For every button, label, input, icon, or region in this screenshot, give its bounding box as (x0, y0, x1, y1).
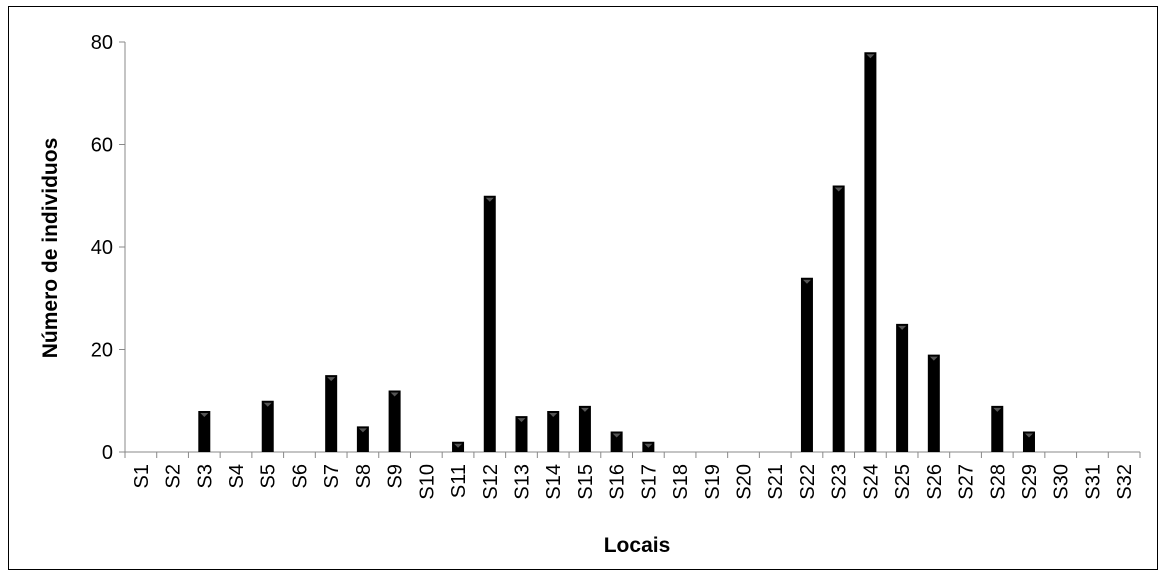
bar-marker (802, 279, 811, 284)
bar-s14 (547, 411, 560, 452)
y-tick-label: 40 (91, 237, 113, 259)
bar-marker (200, 413, 209, 417)
bar-marker (390, 392, 399, 397)
y-tick-label: 80 (91, 32, 113, 54)
x-tick-label: S3 (194, 464, 216, 488)
bar-marker (644, 443, 653, 448)
bar-s24 (864, 52, 877, 452)
x-tick-label: S2 (163, 464, 185, 488)
x-tick-label: S31 (1082, 464, 1104, 500)
y-tick-label: 60 (91, 135, 113, 157)
y-axis-label: Número de individuos (39, 138, 62, 359)
bar-s23 (832, 185, 845, 452)
x-tick-label: S17 (638, 464, 660, 500)
x-tick-label: S11 (448, 464, 470, 498)
x-tick-label: S24 (860, 464, 882, 500)
x-tick-label: S1 (131, 464, 153, 488)
bar-s5 (261, 400, 274, 452)
x-tick-label: S14 (543, 464, 565, 500)
bar-s28 (991, 405, 1004, 452)
x-tick-label: S10 (416, 464, 438, 500)
bar-s15 (578, 405, 591, 452)
x-tick-label: S25 (892, 464, 914, 500)
axes (119, 41, 1141, 458)
x-tick-label: S23 (829, 464, 851, 500)
bar-marker (517, 418, 526, 423)
bar-s16 (610, 431, 623, 452)
bar-marker (929, 356, 938, 361)
x-tick-label: S4 (226, 464, 248, 488)
x-tick-label: S7 (321, 464, 343, 488)
x-tick-label: S29 (1019, 464, 1041, 500)
x-tick-label: S8 (353, 464, 375, 488)
x-tick-label: S9 (385, 464, 407, 488)
x-tick-label: S15 (575, 464, 597, 500)
bar-s7 (325, 375, 338, 452)
x-tick-label: S16 (607, 464, 629, 500)
x-tick-label: S18 (670, 464, 692, 500)
bar-s26 (927, 354, 940, 452)
x-tick-label: S5 (258, 464, 280, 488)
x-tick-label: S22 (797, 464, 819, 500)
bar-marker (549, 413, 558, 417)
bar-marker (327, 377, 336, 382)
x-tick-label: S6 (289, 464, 311, 488)
y-tick-label: 20 (91, 340, 113, 362)
bar-marker (866, 54, 875, 59)
y-tick-labels: 0 20 40 60 80 (91, 32, 113, 464)
x-tick-labels: S1 S2 S3 S4 S5 S6 S7 S8 S9 S10 S11 S12 S13 S14 S15 S16 S… (131, 464, 1136, 500)
bar-s8 (356, 426, 369, 452)
bar-marker (358, 428, 367, 433)
x-tick-label: S20 (734, 464, 756, 500)
bar-s29 (1022, 431, 1035, 452)
x-tick-label: S27 (956, 464, 978, 500)
x-tick-label: S32 (1114, 464, 1136, 500)
bar-marker (580, 407, 589, 412)
bars (198, 52, 1035, 452)
bar-s12 (483, 195, 496, 452)
x-tick-label: S30 (1051, 464, 1073, 500)
bar-marker (993, 407, 1002, 412)
bar-marker (263, 402, 272, 407)
x-tick-label: S21 (765, 464, 787, 500)
x-tick-label: S19 (702, 464, 724, 500)
bar-s3 (198, 411, 211, 452)
bar-s13 (515, 416, 528, 452)
x-axis-label: Locais (604, 534, 671, 557)
x-tick-label: S13 (511, 464, 533, 500)
x-tick-label: S28 (987, 464, 1009, 500)
y-tick-label: 0 (102, 442, 113, 464)
bar-marker (612, 433, 621, 438)
x-tick-label: S12 (480, 464, 502, 500)
bar-marker (1024, 433, 1033, 438)
bar-marker (454, 443, 463, 448)
bar-marker (485, 197, 494, 202)
chart-frame (8, 6, 1158, 570)
bar-s25 (896, 323, 909, 452)
bar-marker (834, 187, 843, 192)
x-tick-label: S26 (924, 464, 946, 500)
bar-s22 (800, 277, 813, 452)
bar-s9 (388, 390, 401, 452)
bar-marker (898, 325, 907, 330)
